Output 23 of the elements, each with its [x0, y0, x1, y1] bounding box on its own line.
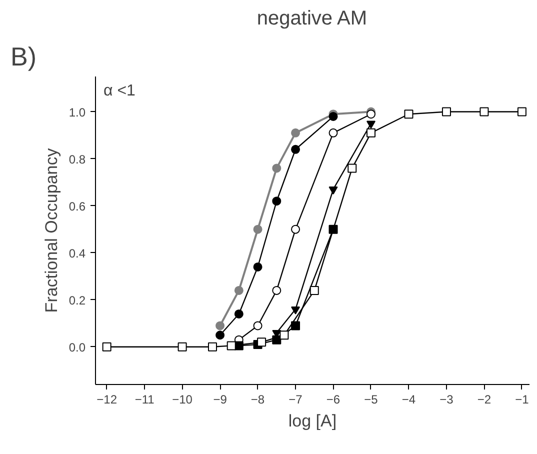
y-axis-title: Fractional Occupancy: [42, 148, 61, 313]
x-tick-label: −10: [172, 392, 193, 406]
x-tick-label: −7: [288, 392, 303, 406]
x-axis-title: log [A]: [288, 412, 337, 430]
y-tick-label: 1.0: [68, 105, 86, 120]
y-tick-label: 0.4: [68, 246, 86, 260]
x-tick-label: −4: [402, 392, 416, 406]
y-tick-label: 0.6: [68, 199, 86, 214]
x-tick-label: −2: [477, 392, 492, 406]
x-tick-label: −12: [96, 392, 118, 406]
y-tick-label: 0.8: [68, 152, 86, 166]
x-tick-label: −3: [440, 392, 454, 406]
text: B): [10, 42, 36, 72]
y-tick-label: 0.0: [68, 340, 86, 354]
x-tick-label: −9: [213, 392, 228, 406]
y-tick-label: 0.2: [68, 293, 86, 308]
x-tick-label: −5: [364, 392, 378, 406]
x-tick-label: −11: [134, 392, 155, 406]
annotation: α <1: [104, 82, 136, 100]
x-tick-label: −8: [250, 392, 265, 406]
x-tick-label: −6: [326, 392, 340, 406]
x-tick-label: −1: [515, 392, 530, 406]
chart-title: negative AM: [256, 8, 367, 30]
